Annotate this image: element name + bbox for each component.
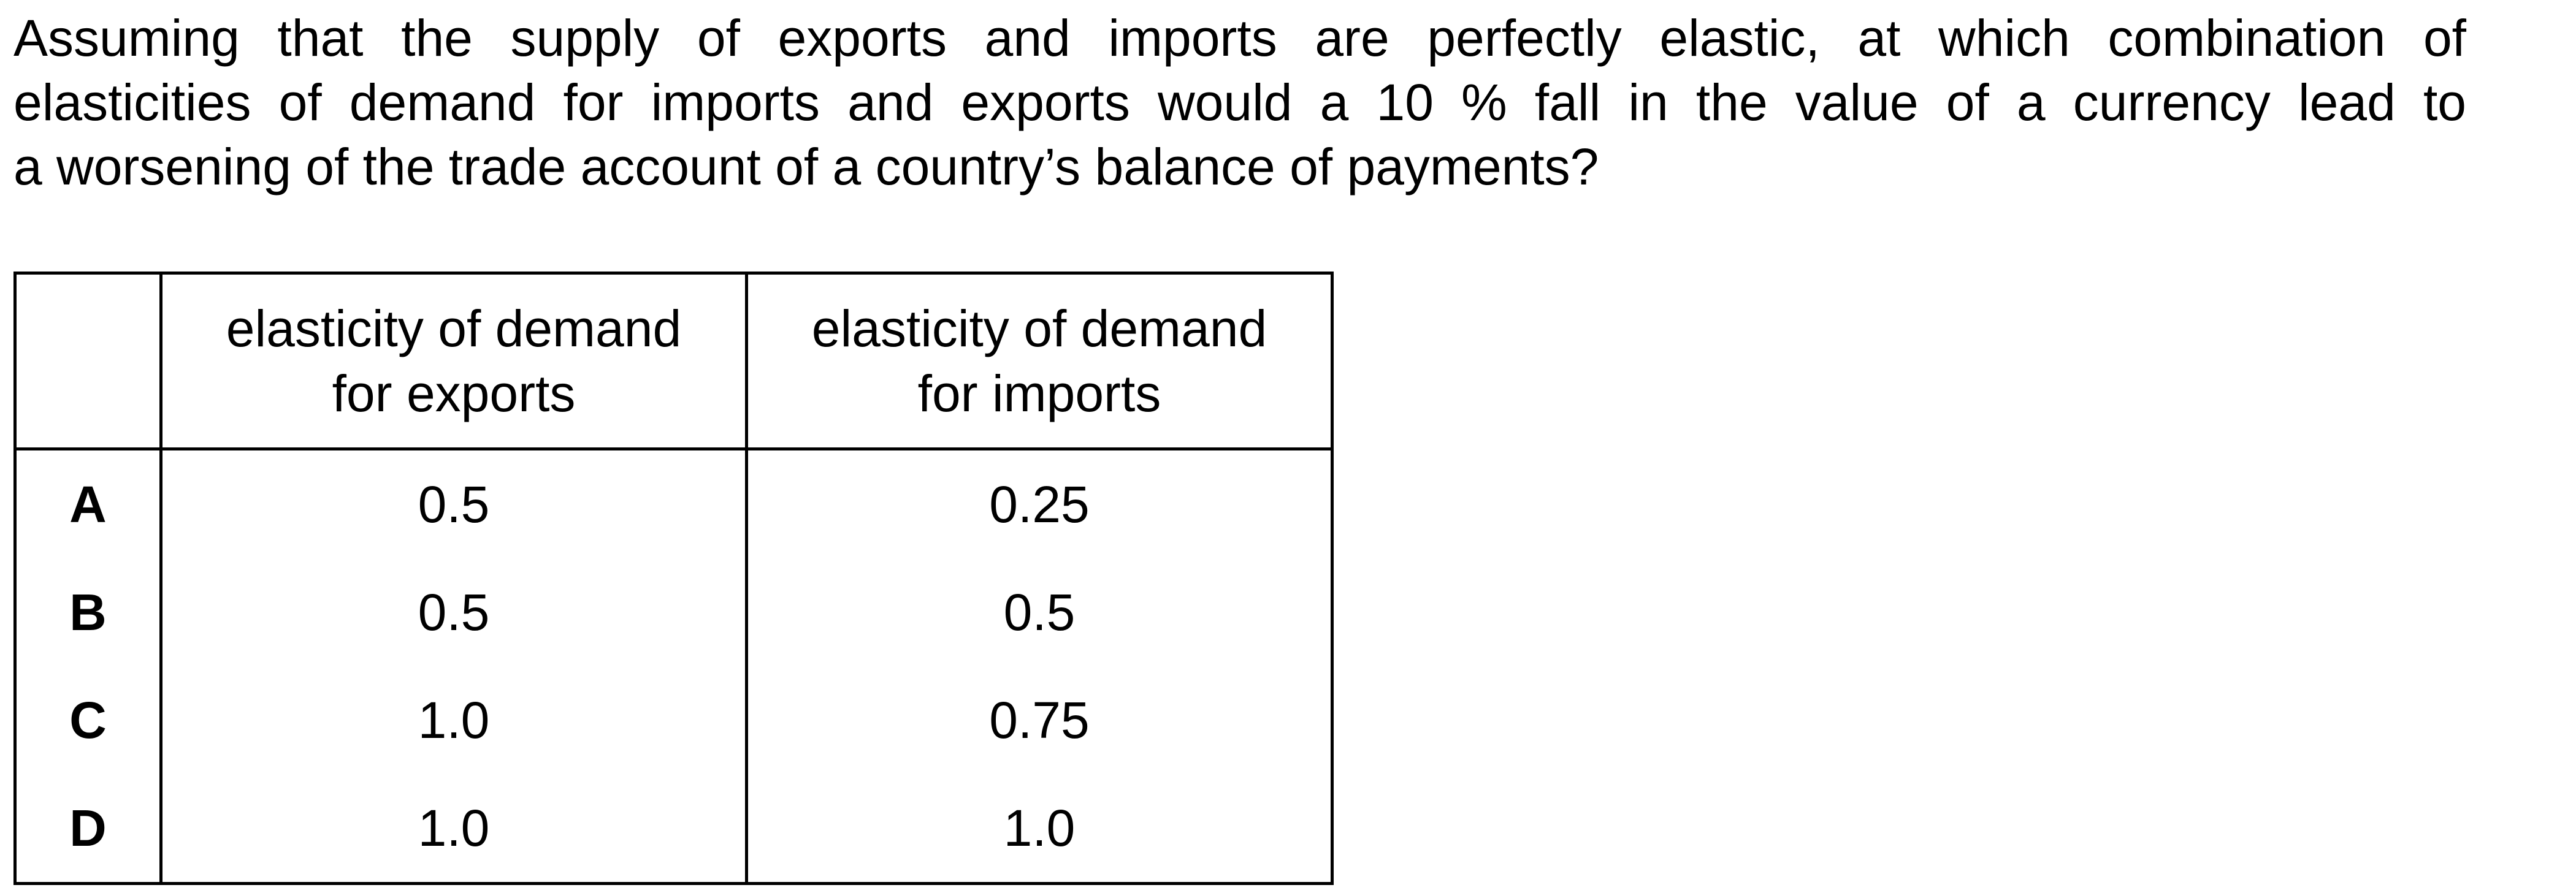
header-imports-line: elasticity of demand	[811, 300, 1267, 357]
imports-value: 0.25	[745, 447, 1334, 558]
table-header-row: elasticity of demand for exports elastic…	[13, 272, 1334, 450]
option-key: A	[13, 447, 162, 558]
header-option-key	[13, 272, 162, 450]
exports-value: 0.5	[159, 558, 748, 666]
table-row: D 1.0 1.0	[13, 774, 1334, 885]
question-line: a worsening of the trade account of a co…	[13, 138, 1599, 196]
header-exports: elasticity of demand for exports	[159, 272, 748, 450]
header-exports-line: for exports	[332, 365, 576, 422]
option-key: B	[13, 558, 162, 666]
question-text: Assuming that the supply of exports and …	[13, 6, 2466, 199]
exports-value: 1.0	[159, 666, 748, 774]
question-line: Assuming that the supply of exports and …	[13, 9, 2466, 67]
table-row: A 0.5 0.25	[13, 447, 1334, 558]
exports-value: 0.5	[159, 447, 748, 558]
imports-value: 0.5	[745, 558, 1334, 666]
option-key: D	[13, 774, 162, 885]
imports-value: 0.75	[745, 666, 1334, 774]
table-row: B 0.5 0.5	[13, 558, 1334, 666]
exports-value: 1.0	[159, 774, 748, 885]
answer-table: elasticity of demand for exports elastic…	[13, 272, 1334, 885]
question-line: elasticities of demand for imports and e…	[13, 74, 2466, 131]
header-imports: elasticity of demand for imports	[745, 272, 1334, 450]
table-row: C 1.0 0.75	[13, 666, 1334, 774]
header-exports-line: elasticity of demand	[226, 300, 682, 357]
imports-value: 1.0	[745, 774, 1334, 885]
option-key: C	[13, 666, 162, 774]
header-imports-line: for imports	[917, 365, 1161, 422]
